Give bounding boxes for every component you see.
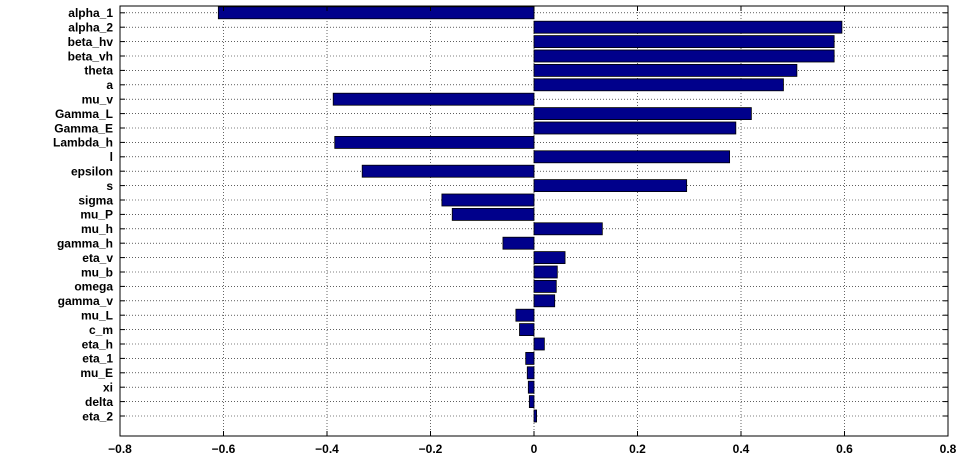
x-axis-ticks: −0.8 −0.6 −0.4 −0.2 0 0.2 0.4 0.6 0.8 (108, 6, 957, 456)
y-category-label: mu_L (81, 309, 113, 323)
y-category-label: l (110, 150, 113, 164)
y-category-label: eta_1 (82, 352, 113, 366)
bar-mu-p (451, 207, 535, 221)
bar-alpha-2 (533, 20, 843, 34)
bar-epsilon (361, 164, 535, 178)
x-tick-label: −0.8 (108, 442, 132, 456)
y-category-label: eta_2 (82, 409, 113, 423)
y-category-label: c_m (89, 323, 113, 337)
bar-l (533, 150, 731, 164)
x-tick-label: 0 (531, 442, 538, 456)
y-category-label: delta (85, 395, 113, 409)
bar-omega (533, 279, 557, 293)
bar-mu-b (533, 265, 558, 279)
y-category-label: Lambda_h (53, 136, 113, 150)
y-category-label: alpha_1 (68, 6, 113, 20)
x-tick-label: 0.6 (836, 442, 853, 456)
y-category-label: a (106, 78, 113, 92)
x-tick-label: −0.4 (315, 442, 339, 456)
bar-mu-e (526, 366, 535, 380)
bar-xi (527, 380, 535, 394)
bar-gamma-v (533, 294, 556, 308)
y-category-label: beta_vh (68, 49, 113, 63)
y-category-label: xi (103, 381, 113, 395)
bar-theta (533, 64, 798, 77)
bar-eta-h (533, 337, 545, 351)
y-category-label: mu_v (82, 93, 114, 107)
y-category-label: beta_hv (68, 35, 114, 49)
y-category-label: s (106, 179, 113, 193)
bars (217, 6, 843, 423)
x-tick-label: 0.8 (940, 442, 957, 456)
bar-eta-2 (533, 409, 537, 423)
bar-gamma-l (533, 107, 752, 120)
bar-alpha-1 (217, 6, 535, 20)
bar-beta-vh (533, 49, 835, 63)
bar-gamma-h (502, 236, 535, 250)
bar-eta-v (533, 251, 566, 265)
x-tick-label: −0.6 (212, 442, 236, 456)
y-category-label: Gamma_E (54, 121, 113, 135)
y-category-label: mu_b (81, 265, 113, 279)
y-category-label: eta_v (82, 251, 113, 265)
y-category-label: gamma_v (58, 294, 114, 308)
x-tick-label: 0.2 (629, 442, 646, 456)
y-category-label: epsilon (71, 165, 113, 179)
y-category-label: Gamma_L (55, 107, 113, 121)
y-category-label: eta_h (82, 337, 113, 351)
x-tick-label: −0.2 (419, 442, 443, 456)
bar-gamma-e (533, 121, 737, 135)
bar-mu-l (515, 308, 535, 322)
bar-mu-h (533, 222, 603, 236)
y-category-label: mu_P (80, 208, 113, 222)
x-tick-label: 0.4 (733, 442, 750, 456)
y-category-label: omega (74, 280, 113, 294)
y-category-label: gamma_h (57, 237, 113, 251)
bar-s (533, 179, 688, 193)
y-category-label: mu_E (80, 366, 113, 380)
bar-c-m (519, 323, 535, 337)
bar-delta (528, 395, 535, 409)
y-category-label: sigma (78, 193, 113, 207)
y-category-label: alpha_2 (68, 21, 113, 35)
bar-lambda-h (334, 135, 535, 149)
y-category-label: mu_h (81, 222, 113, 236)
bar-a (533, 78, 784, 92)
bar-beta-hv (533, 35, 835, 48)
y-axis-labels: alpha_1alpha_2beta_hvbeta_vhthetaamu_vGa… (53, 6, 948, 423)
y-category-label: theta (84, 64, 113, 78)
bar-mu-v (332, 92, 535, 106)
bar-eta-1 (525, 351, 535, 365)
bar-sigma (441, 193, 535, 207)
